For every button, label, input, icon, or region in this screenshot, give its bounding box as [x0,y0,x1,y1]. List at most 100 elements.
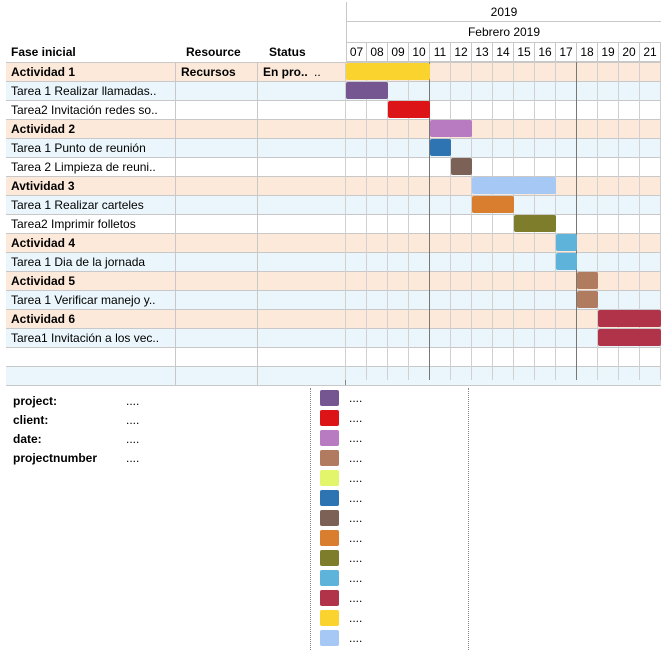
client-value[interactable]: .... [126,413,140,427]
task-row[interactable]: Tarea1 Invitación a los vec.. [6,329,661,348]
row-resource[interactable] [176,367,258,385]
task-row[interactable] [6,367,661,386]
row-name[interactable]: Avtividad 3 [6,177,176,195]
row-resource[interactable] [176,177,258,195]
activity-row[interactable]: Avtividad 3 [6,177,661,196]
legend-swatch[interactable] [320,570,339,586]
activity-row[interactable]: Actividad 1 Recursos En pro.... [6,63,661,82]
legend-swatch[interactable] [320,510,339,526]
activity-row[interactable]: Actividad 6 [6,310,661,329]
legend-swatch[interactable] [320,450,339,466]
row-resource[interactable]: Recursos [176,63,258,81]
row-status[interactable] [258,196,310,214]
row-resource[interactable] [176,348,258,366]
row-name[interactable]: Tarea2 Imprimir folletos [6,215,176,233]
legend-text[interactable]: .... [349,631,363,645]
row-resource[interactable] [176,272,258,290]
row-status[interactable] [258,177,310,195]
gantt-bar[interactable] [346,63,430,80]
row-name[interactable]: Tarea2 Invitación redes so.. [6,101,176,119]
row-status[interactable] [258,158,310,176]
task-row[interactable]: Tarea 2 Limpieza de reuni.. [6,158,661,177]
row-status[interactable]: En pro.. [263,65,308,79]
legend-swatch[interactable] [320,550,339,566]
row-name[interactable]: Actividad 2 [6,120,176,138]
row-name[interactable] [6,367,176,385]
task-row[interactable] [6,348,661,367]
row-status[interactable] [258,234,310,252]
row-status[interactable] [258,215,310,233]
row-name[interactable]: Actividad 4 [6,234,176,252]
row-resource[interactable] [176,310,258,328]
legend-text[interactable]: .... [349,491,363,505]
gantt-bar[interactable] [577,291,598,308]
legend-text[interactable]: .... [349,571,363,585]
row-name[interactable]: Tarea1 Invitación a los vec.. [6,329,176,347]
row-name[interactable]: Tarea 1 Realizar llamadas.. [6,82,176,100]
legend-text[interactable]: .... [349,451,363,465]
legend-text[interactable]: .... [349,411,363,425]
legend-swatch[interactable] [320,410,339,426]
legend-swatch[interactable] [320,530,339,546]
task-row[interactable]: Tarea 1 Realizar llamadas.. [6,82,661,101]
task-row[interactable]: Tarea2 Invitación redes so.. [6,101,661,120]
row-resource[interactable] [176,120,258,138]
row-status[interactable] [258,101,310,119]
col-header-resource[interactable]: Resource [186,45,241,59]
task-row[interactable]: Tarea 1 Verificar manejo y.. [6,291,661,310]
row-status[interactable] [258,367,310,385]
legend-swatch[interactable] [320,390,339,406]
row-name[interactable]: Actividad 1 [6,63,176,81]
row-status[interactable] [258,253,310,271]
row-resource[interactable] [176,234,258,252]
gantt-bar[interactable] [577,272,598,289]
legend-text[interactable]: .... [349,611,363,625]
legend-swatch[interactable] [320,630,339,646]
gantt-bar[interactable] [472,177,556,194]
row-name[interactable]: Tarea 1 Punto de reunión [6,139,176,157]
projectnumber-value[interactable]: .... [126,451,140,465]
row-name[interactable]: Tarea 1 Verificar manejo y.. [6,291,176,309]
row-name[interactable]: Tarea 2 Limpieza de reuni.. [6,158,176,176]
legend-text[interactable]: .... [349,431,363,445]
gantt-bar[interactable] [430,139,451,156]
row-resource[interactable] [176,101,258,119]
task-row[interactable]: Tarea 1 Punto de reunión [6,139,661,158]
col-header-status[interactable]: Status [269,45,306,59]
gantt-bar[interactable] [451,158,472,175]
row-resource[interactable] [176,196,258,214]
row-status[interactable] [258,310,310,328]
legend-text[interactable]: .... [349,551,363,565]
activity-row[interactable]: Actividad 5 [6,272,661,291]
gantt-bar[interactable] [472,196,514,213]
row-status[interactable] [258,272,310,290]
gantt-bar[interactable] [346,82,388,99]
row-name[interactable]: Actividad 6 [6,310,176,328]
legend-swatch[interactable] [320,590,339,606]
legend-text[interactable]: .... [349,511,363,525]
date-value[interactable]: .... [126,432,140,446]
gantt-bar[interactable] [514,215,556,232]
gantt-bar[interactable] [430,120,472,137]
activity-row[interactable]: Actividad 4 [6,234,661,253]
legend-swatch[interactable] [320,610,339,626]
gantt-bar[interactable] [598,329,661,346]
gantt-bar[interactable] [388,101,430,118]
gantt-bar[interactable] [598,310,661,327]
row-resource[interactable] [176,329,258,347]
row-resource[interactable] [176,82,258,100]
row-status[interactable] [258,120,310,138]
row-status[interactable] [258,139,310,157]
task-row[interactable]: Tarea 1 Dia de la jornada [6,253,661,272]
task-row[interactable]: Tarea 1 Realizar carteles [6,196,661,215]
row-name[interactable]: Actividad 5 [6,272,176,290]
legend-text[interactable]: .... [349,591,363,605]
legend-text[interactable]: .... [349,391,363,405]
gantt-bar[interactable] [556,234,577,251]
row-name[interactable]: Tarea 1 Realizar carteles [6,196,176,214]
row-resource[interactable] [176,139,258,157]
row-name[interactable]: Tarea 1 Dia de la jornada [6,253,176,271]
row-resource[interactable] [176,215,258,233]
legend-swatch[interactable] [320,470,339,486]
row-name[interactable] [6,348,176,366]
